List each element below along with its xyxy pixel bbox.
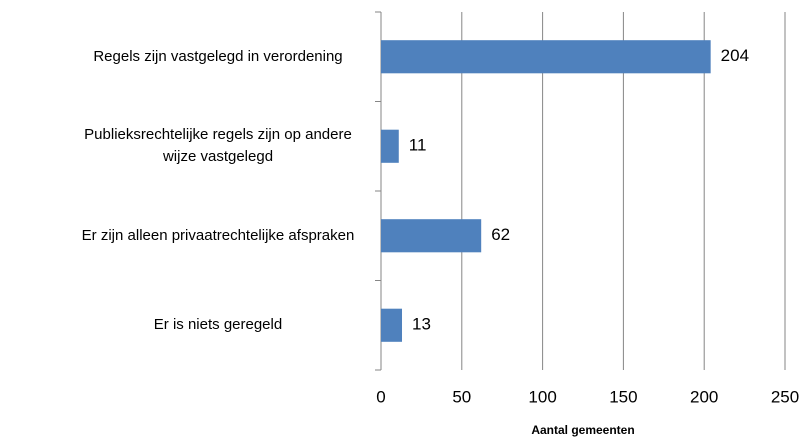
x-tick-label: 150: [609, 387, 637, 406]
bar: [381, 308, 403, 342]
y-tick-label: Publieksrechtelijke regels zijn op ander…: [84, 126, 352, 166]
data-label: 204: [721, 46, 749, 65]
y-tick-label: Er is niets geregeld: [153, 316, 283, 334]
bar: [381, 40, 711, 74]
x-axis-title: Aantal gemeenten: [531, 423, 634, 437]
y-tick-label: Regels zijn vastgelegd in verordening: [93, 47, 343, 65]
data-label: 11: [409, 136, 427, 155]
bar: [381, 129, 399, 163]
x-tick-label: 0: [376, 387, 385, 406]
x-tick-label: 50: [452, 387, 471, 406]
data-label: 13: [412, 315, 431, 334]
y-tick-label: Er zijn alleen privaatrechtelijke afspra…: [81, 226, 355, 244]
x-tick-label: 250: [771, 387, 799, 406]
x-tick-label: 100: [528, 387, 556, 406]
x-tick-label: 200: [690, 387, 718, 406]
data-label: 62: [491, 225, 510, 244]
bar: [381, 219, 482, 253]
